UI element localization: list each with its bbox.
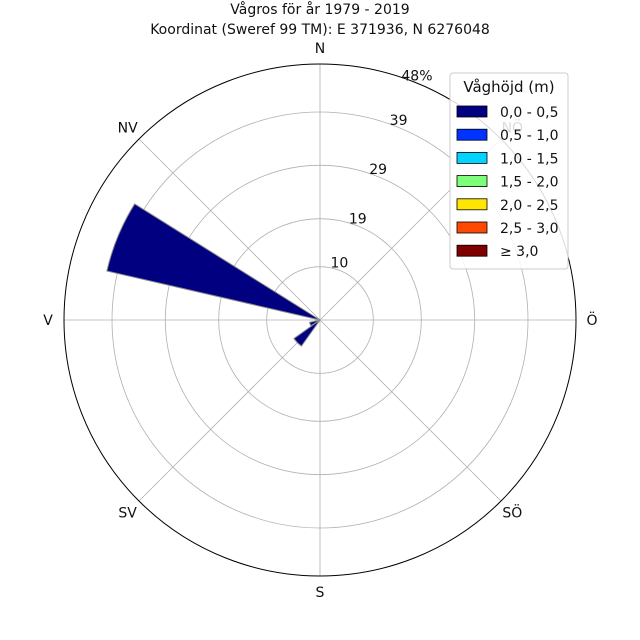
direction-label: N bbox=[315, 41, 325, 57]
legend-label: 0,0 - 0,5 bbox=[500, 105, 558, 121]
direction-label: S bbox=[316, 585, 325, 601]
legend-swatch bbox=[456, 198, 488, 211]
polar-frame bbox=[63, 63, 577, 577]
direction-label: Ö bbox=[586, 311, 597, 329]
legend-title: Våghöjd (m) bbox=[463, 78, 554, 96]
chart-title: Vågros för år 1979 - 2019 bbox=[230, 1, 409, 18]
radial-tick-labels: 10 19 29 39 48% bbox=[330, 68, 432, 271]
radial-tick-label: 39 bbox=[390, 113, 408, 129]
grid-spoke bbox=[319, 319, 502, 502]
legend-label: 0,5 - 1,0 bbox=[500, 128, 558, 144]
legend-label: 2,5 - 3,0 bbox=[500, 221, 558, 237]
legend-swatch bbox=[456, 151, 488, 164]
legend-label: 1,5 - 2,0 bbox=[500, 175, 558, 191]
legend-frame bbox=[449, 72, 569, 270]
grid-spoke bbox=[138, 319, 321, 502]
radial-tick-label: 10 bbox=[330, 256, 348, 272]
rose-bar bbox=[106, 203, 321, 321]
rose-bar bbox=[309, 319, 321, 327]
legend-swatch bbox=[456, 105, 488, 118]
polar-outer-ring bbox=[63, 63, 577, 577]
legend: Våghöjd (m) 0,0 - 0,5 0,5 - 1,0 1,0 - 1,5 1… bbox=[449, 72, 569, 270]
direction-label: NV bbox=[118, 121, 138, 137]
legend-swatch bbox=[456, 175, 488, 188]
legend-swatch bbox=[456, 128, 488, 141]
direction-label: SÖ bbox=[502, 503, 522, 521]
legend-swatch bbox=[456, 221, 488, 234]
radial-tick-label: 29 bbox=[369, 162, 387, 178]
radial-tick-label: 48% bbox=[401, 68, 432, 84]
legend-label: 2,0 - 2,5 bbox=[500, 198, 558, 214]
radial-tick-label: 19 bbox=[349, 211, 367, 227]
rose-bar bbox=[293, 319, 321, 347]
direction-label: SV bbox=[118, 505, 137, 521]
legend-label: 1,0 - 1,5 bbox=[500, 151, 558, 167]
polar-grid bbox=[64, 64, 576, 576]
chart-subtitle: Koordinat (Sweref 99 TM): E 371936, N 62… bbox=[150, 22, 490, 38]
legend-label: ≥ 3,0 bbox=[500, 244, 538, 260]
direction-label: V bbox=[43, 313, 53, 329]
rose-bars bbox=[106, 203, 321, 347]
grid-spoke bbox=[138, 138, 321, 321]
legend-items: 0,0 - 0,5 0,5 - 1,0 1,0 - 1,5 1,5 - 2,0 2,0 … bbox=[456, 105, 558, 260]
legend-swatch bbox=[456, 244, 488, 257]
